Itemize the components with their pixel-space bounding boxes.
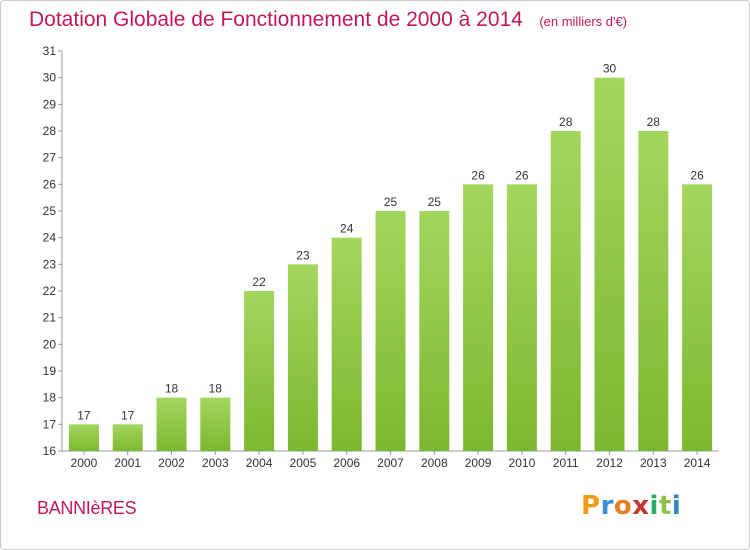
bar-value-label: 30 [603, 62, 617, 76]
x-tick-label: 2007 [377, 456, 404, 470]
y-tick-label: 21 [43, 311, 57, 325]
y-tick-label: 24 [43, 231, 57, 245]
bar [463, 184, 494, 452]
x-tick-label: 2002 [158, 456, 185, 470]
bar [506, 184, 537, 452]
y-tick-label: 29 [43, 97, 57, 111]
y-tick-label: 23 [43, 257, 57, 271]
y-tick-label: 25 [43, 204, 57, 218]
y-tick-label: 17 [43, 417, 57, 431]
title-row: Dotation Globale de Fonctionnement de 20… [29, 8, 627, 32]
y-tick-label: 26 [43, 177, 57, 191]
bar-value-label: 17 [121, 408, 135, 422]
bar [550, 131, 581, 451]
bar-value-label: 17 [77, 408, 91, 422]
x-tick-label: 2009 [465, 456, 492, 470]
logo-letter: i [671, 491, 682, 521]
y-tick-label: 16 [43, 444, 57, 458]
y-tick-label: 27 [43, 151, 57, 165]
bar [419, 211, 450, 451]
bar-value-label: 25 [384, 195, 398, 209]
logo-letter: i [649, 491, 659, 521]
x-tick-label: 2005 [290, 456, 317, 470]
bar-value-label: 28 [559, 115, 573, 129]
bar [638, 131, 669, 451]
bar-value-label: 28 [647, 115, 661, 129]
x-tick-label: 2014 [684, 456, 711, 470]
bar [331, 237, 362, 451]
x-tick-label: 2000 [71, 456, 98, 470]
bar-value-label: 25 [428, 195, 442, 209]
x-tick-label: 2001 [114, 456, 141, 470]
x-tick-label: 2010 [509, 456, 536, 470]
x-tick-label: 2004 [246, 456, 273, 470]
y-tick-label: 30 [43, 71, 57, 85]
bar-value-label: 18 [209, 382, 223, 396]
chart-subtitle: (en milliers d'€) [539, 14, 628, 29]
x-tick-label: 2006 [333, 456, 360, 470]
bar [200, 397, 231, 451]
bar [682, 184, 713, 452]
x-tick-label: 2011 [553, 456, 579, 470]
bar [68, 424, 99, 451]
y-tick-label: 19 [43, 364, 57, 378]
place-name: BANNIèRES [37, 498, 137, 518]
bar-value-label: 23 [296, 248, 310, 262]
bar [287, 264, 318, 451]
bar [156, 397, 187, 451]
bar-value-label: 22 [252, 275, 266, 289]
x-tick-label: 2012 [596, 456, 623, 470]
logo-letter: o [613, 491, 633, 521]
bar-value-label: 26 [471, 168, 485, 182]
y-tick-label: 28 [43, 124, 57, 138]
bar [594, 77, 625, 452]
y-tick-label: 31 [43, 44, 57, 58]
y-tick-label: 22 [43, 284, 57, 298]
logo-letter: P [581, 491, 601, 521]
y-tick-label: 20 [43, 337, 57, 351]
bar [112, 424, 143, 451]
bar [244, 291, 275, 451]
bar-value-label: 24 [340, 222, 354, 236]
bar-value-label: 26 [515, 168, 529, 182]
logo-letter: t [658, 491, 672, 521]
proxiti-logo: Proxiti [581, 491, 681, 521]
chart-title: Dotation Globale de Fonctionnement de 20… [29, 8, 523, 31]
logo-letter: x [632, 491, 650, 521]
x-tick-label: 2003 [202, 456, 229, 470]
bar-value-label: 18 [165, 382, 179, 396]
x-tick-label: 2008 [421, 456, 448, 470]
bar [375, 211, 406, 451]
y-tick-label: 18 [43, 391, 57, 405]
bar-value-label: 26 [690, 168, 704, 182]
logo-letter: r [600, 491, 614, 521]
x-tick-label: 2013 [640, 456, 667, 470]
